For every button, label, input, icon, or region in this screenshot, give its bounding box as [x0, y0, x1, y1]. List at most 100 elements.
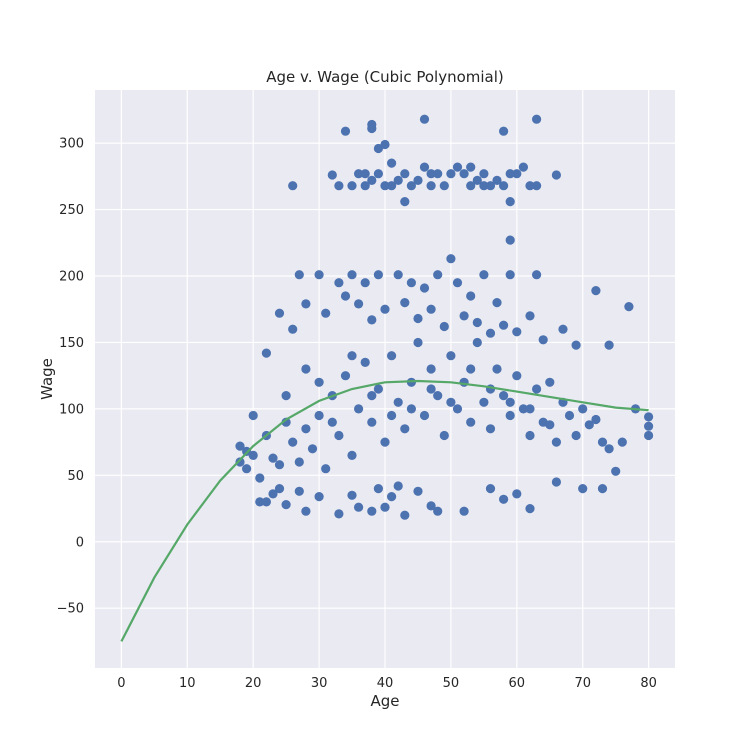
scatter-point [327, 417, 337, 427]
scatter-point [334, 430, 344, 441]
scatter-point [525, 181, 535, 191]
scatter-point [393, 175, 403, 185]
scatter-point [452, 162, 463, 172]
scatter-point [334, 181, 344, 191]
scatter-point [367, 315, 377, 325]
scatter-point [294, 486, 304, 496]
scatter-point [499, 126, 509, 136]
scatter-point [591, 286, 601, 296]
scatter-point [334, 278, 344, 288]
scatter-point [459, 169, 469, 179]
scatter-point [301, 506, 311, 516]
scatter-point [525, 311, 535, 321]
scatter-point [479, 270, 489, 280]
x-ticks: 0 10 20 30 40 50 60 70 80 [117, 676, 657, 691]
scatter-point [314, 492, 324, 502]
x-tick-label: 20 [245, 676, 262, 691]
scatter-point [617, 437, 627, 447]
scatter-point [380, 437, 390, 447]
scatter-point [505, 235, 515, 245]
scatter-point [597, 484, 608, 494]
scatter-point [499, 181, 509, 191]
scatter-point [419, 283, 430, 293]
x-tick-label: 70 [574, 676, 591, 691]
scatter-point [387, 492, 397, 502]
scatter-point [255, 497, 265, 507]
y-tick-label: 300 [59, 137, 84, 152]
scatter-point [321, 464, 331, 474]
scatter-point [466, 162, 476, 172]
scatter-point [354, 502, 364, 512]
scatter-point [274, 308, 285, 318]
scatter-point [551, 170, 562, 180]
x-tick-label: 30 [311, 676, 328, 691]
scatter-point [354, 169, 364, 179]
scatter-point [512, 371, 522, 381]
scatter-point [505, 397, 515, 407]
scatter-point [466, 364, 476, 374]
scatter-point [354, 299, 364, 309]
scatter-point [387, 410, 397, 421]
scatter-point [340, 126, 351, 136]
scatter-point [505, 169, 515, 179]
scatter-point [406, 181, 416, 191]
scatter-point [393, 270, 403, 280]
scatter-point [367, 417, 377, 427]
scatter-point [439, 430, 449, 441]
scatter-point [314, 410, 324, 421]
scatter-point [301, 424, 311, 434]
scatter-point [380, 304, 390, 314]
scatter-point [525, 430, 535, 441]
scatter-point [413, 337, 423, 348]
scatter-point [373, 143, 383, 154]
scatter-point [373, 484, 383, 494]
scatter-point [248, 450, 258, 460]
y-tick-label: 150 [59, 336, 84, 351]
scatter-point [439, 181, 449, 191]
scatter-point [591, 414, 601, 425]
scatter-point [347, 351, 357, 361]
scatter-point [347, 490, 357, 500]
scatter-point [532, 384, 542, 394]
scatter-point [294, 270, 304, 280]
scatter-point [644, 421, 654, 431]
scatter-point [459, 377, 469, 387]
scatter-point [288, 437, 298, 447]
scatter-point [288, 324, 298, 334]
scatter-point [525, 404, 535, 414]
scatter-point [281, 391, 291, 401]
scatter-point [360, 169, 370, 179]
scatter-point [380, 139, 390, 150]
scatter-point [505, 270, 515, 280]
scatter-point [248, 410, 258, 421]
scatter-point [261, 497, 271, 507]
scatter-point [479, 169, 489, 179]
y-tick-label: 200 [59, 270, 84, 285]
scatter-point [505, 410, 515, 421]
scatter-point [571, 340, 581, 350]
scatter-point [360, 278, 370, 288]
grid [95, 90, 675, 668]
scatter-point [571, 430, 581, 441]
scatter-point [446, 351, 456, 361]
scatter-point [360, 357, 370, 367]
scatter-point [538, 335, 548, 345]
scatter-point [426, 304, 436, 314]
scatter-point [400, 510, 410, 520]
scatter-point [373, 270, 383, 280]
scatter-point [235, 457, 245, 467]
x-tick-label: 60 [509, 676, 526, 691]
scatter-point [466, 181, 476, 191]
chart-title: Age v. Wage (Cubic Polynomial) [266, 68, 504, 86]
scatter-point [433, 169, 443, 179]
scatter-point [426, 181, 436, 191]
scatter-point [472, 317, 482, 328]
scatter-point [604, 444, 614, 454]
scatter-point [406, 278, 416, 288]
scatter-point [393, 481, 403, 491]
scatter-point [400, 197, 410, 207]
scatter-point [485, 484, 496, 494]
scatter-point [611, 466, 621, 476]
scatter-point [439, 321, 449, 332]
